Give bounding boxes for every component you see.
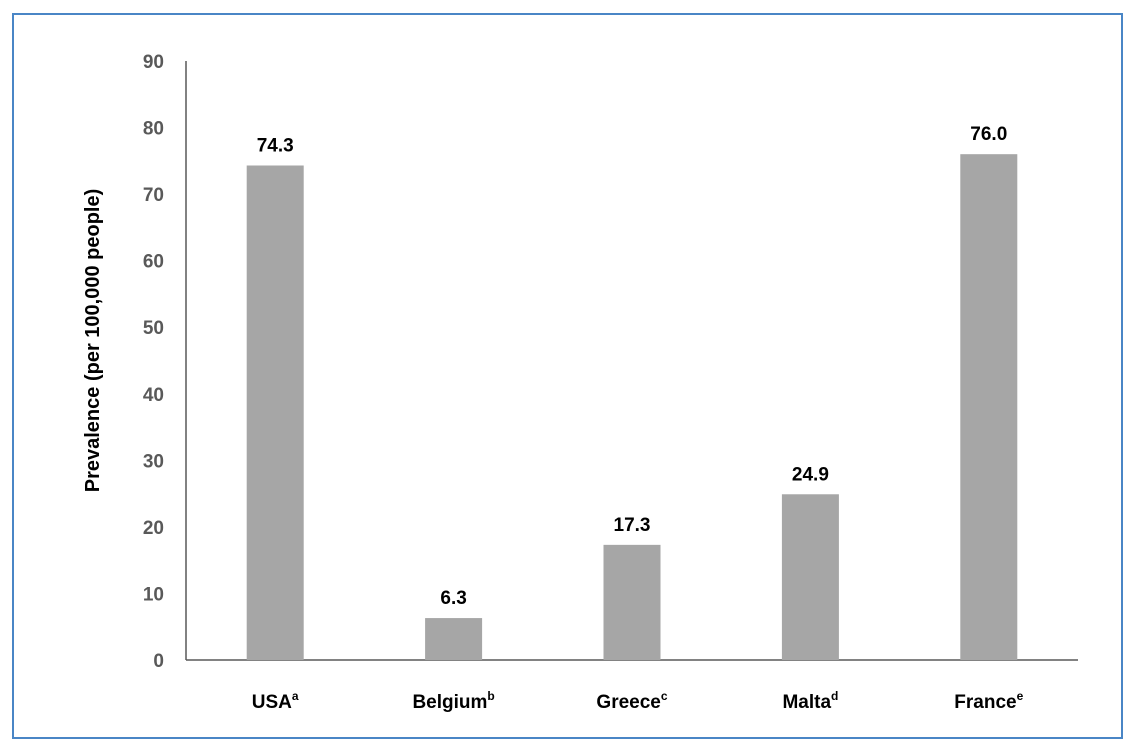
y-tick-label: 60 <box>143 252 164 273</box>
y-axis-ticks: 0 10 20 30 40 50 60 70 80 90 <box>143 52 164 672</box>
chart-frame <box>12 13 1123 739</box>
bar-greece <box>603 544 661 660</box>
bar-france <box>960 154 1018 660</box>
y-axis-label: Prevalence (per 100,000 people) <box>82 189 104 493</box>
y-tick-label: 10 <box>143 584 164 605</box>
y-tick-label: 20 <box>143 518 164 539</box>
bar-malta <box>781 494 839 660</box>
bar-usa <box>246 165 304 660</box>
data-label: 24.9 <box>792 464 829 485</box>
bars: 74.3 USAa 6.3 Belgiumb 17.3 Greecec 24.9 Maltad… <box>246 124 1024 713</box>
data-label: 76.0 <box>970 124 1007 145</box>
x-tick-label: Maltad <box>782 689 838 713</box>
bar-belgium <box>425 618 483 660</box>
x-tick-label: USAa <box>252 689 299 713</box>
data-label: 17.3 <box>614 515 651 536</box>
data-label: 74.3 <box>257 135 294 156</box>
y-tick-label: 90 <box>143 52 164 73</box>
y-tick-label: 0 <box>153 651 164 672</box>
y-tick-label: 30 <box>143 451 164 472</box>
x-tick-label: Greecec <box>596 689 667 713</box>
x-tick-label: Francee <box>954 689 1023 713</box>
y-tick-label: 50 <box>143 318 164 339</box>
data-label: 6.3 <box>440 588 466 609</box>
y-tick-label: 80 <box>143 119 164 140</box>
y-tick-label: 40 <box>143 385 164 406</box>
x-tick-label: Belgiumb <box>412 689 494 713</box>
y-tick-label: 70 <box>143 185 164 206</box>
